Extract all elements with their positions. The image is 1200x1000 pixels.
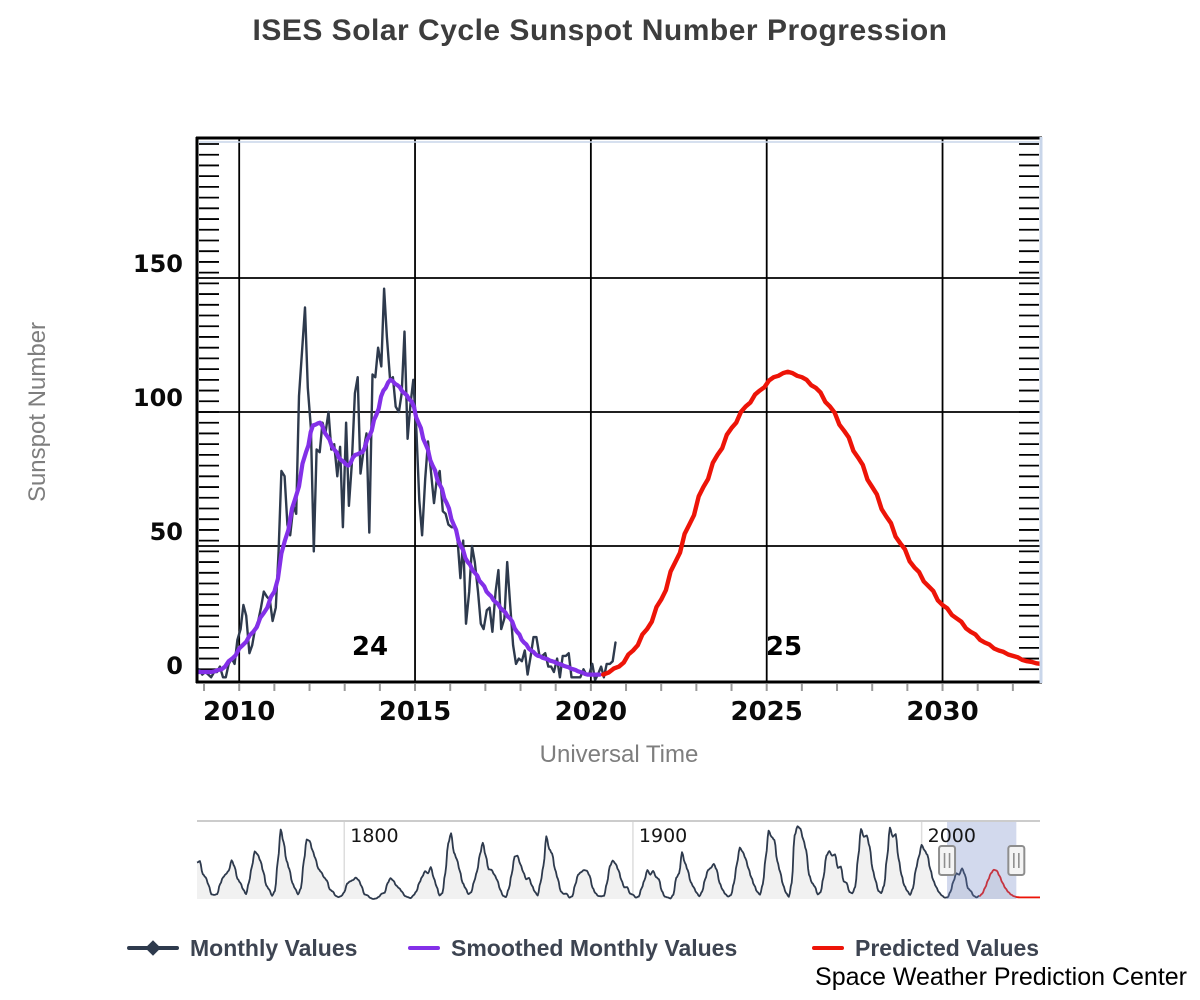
navigator-line-prediction[interactable] xyxy=(978,868,1040,899)
navigator-selection[interactable] xyxy=(947,822,1017,899)
smoothed-values-marker-icon xyxy=(408,946,440,950)
diamond-marker-icon xyxy=(145,940,161,956)
y-tick-label: 100 xyxy=(132,384,183,412)
cycle-25-label: 25 xyxy=(765,632,803,662)
page-title: ISES Solar Cycle Sunspot Number Progress… xyxy=(252,14,948,47)
monthly-values-marker-icon xyxy=(127,940,179,956)
x-tick-label: 2025 xyxy=(730,697,803,727)
x-tick-label: 2020 xyxy=(554,697,628,727)
navigator-line-historical[interactable] xyxy=(196,825,980,900)
x-tick-label: 2030 xyxy=(906,697,979,727)
cycle-24-label: 24 xyxy=(351,632,389,662)
legend-label-smoothed: Smoothed Monthly Values xyxy=(451,934,738,961)
nav-tick-label: 1900 xyxy=(638,825,688,847)
legend-item-predicted[interactable]: Predicted Values xyxy=(812,932,1039,964)
nav-tick-label: 1800 xyxy=(350,825,399,847)
navigator-area-historical xyxy=(197,826,980,899)
y-tick-label: 50 xyxy=(149,518,183,546)
series-predicted-values xyxy=(601,369,1040,677)
navigator-handle-left[interactable] xyxy=(938,845,957,876)
series-monthly-values xyxy=(198,287,617,681)
x-tick-label: 2010 xyxy=(203,697,276,727)
y-tick-label: 0 xyxy=(166,652,183,680)
predicted-values-marker-icon xyxy=(812,946,844,950)
x-tick-label: 2015 xyxy=(378,697,452,727)
credit-text: Space Weather Prediction Center xyxy=(815,963,1187,991)
legend-label-monthly: Monthly Values xyxy=(190,934,358,961)
y-tick-label: 150 xyxy=(132,250,183,278)
legend-item-smoothed[interactable]: Smoothed Monthly Values xyxy=(408,932,737,964)
legend-item-monthly[interactable]: Monthly Values xyxy=(127,932,357,964)
navigator-area-prediction xyxy=(979,869,1040,899)
x-axis-title: Universal Time xyxy=(539,741,699,768)
navigator-handle-right[interactable] xyxy=(1007,845,1026,876)
series-smoothed-monthly-values xyxy=(198,377,602,677)
legend-label-predicted: Predicted Values xyxy=(855,934,1040,961)
nav-tick-label: 2000 xyxy=(927,825,976,847)
